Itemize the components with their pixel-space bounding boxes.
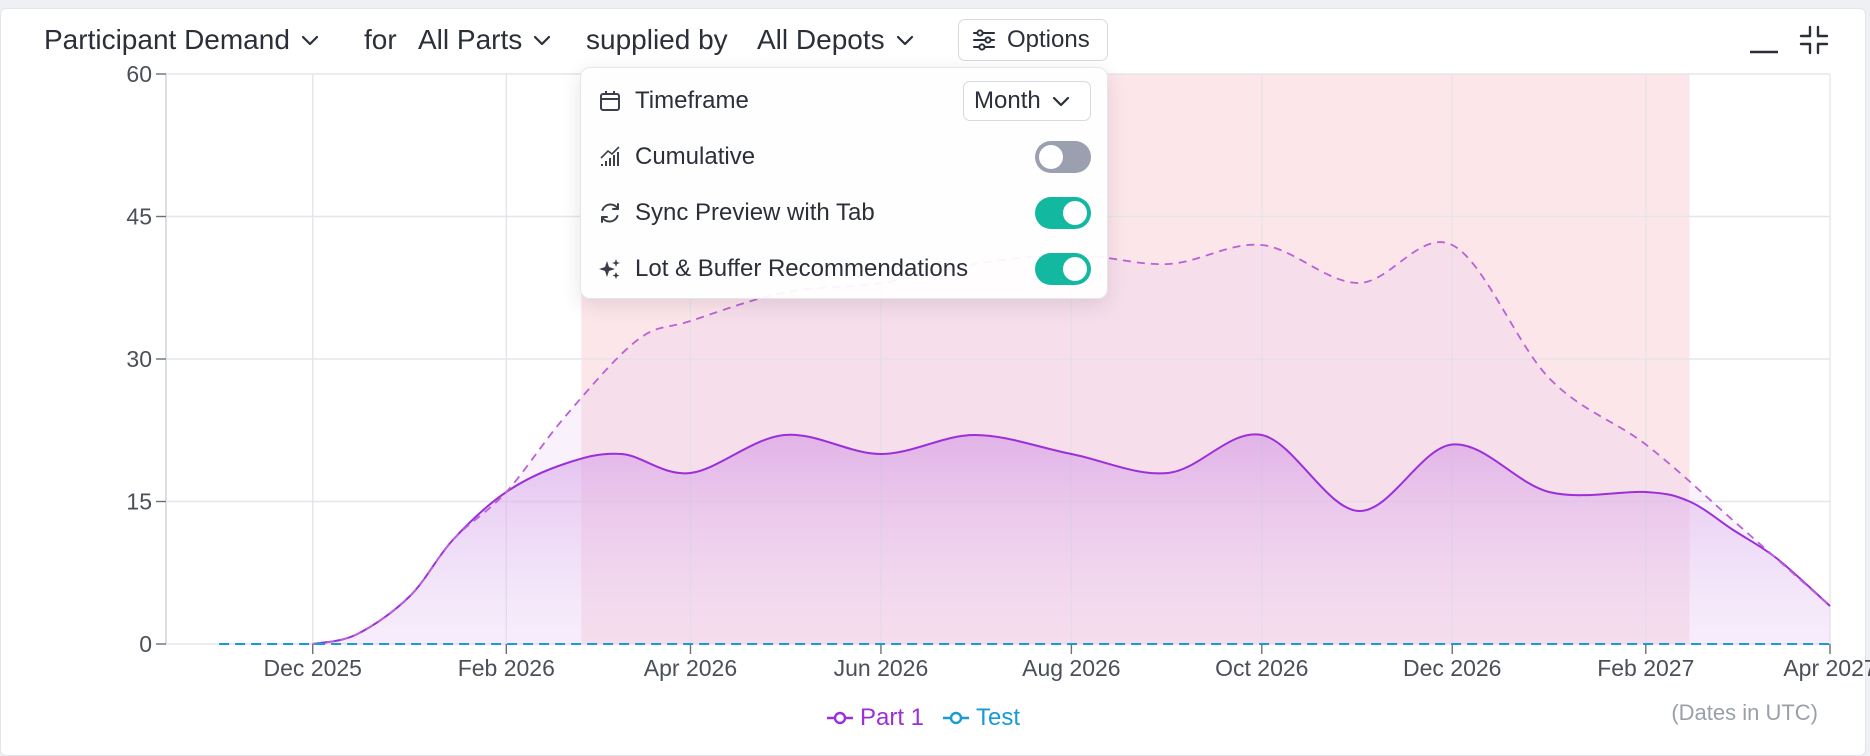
sparkles-icon <box>597 256 623 282</box>
refresh-icon <box>597 200 623 226</box>
cumulative-label: Cumulative <box>635 143 756 170</box>
recommendations-label: Lot & Buffer Recommendations <box>635 255 969 282</box>
chart-header: Participant Demand for All Parts supplie… <box>0 8 1866 72</box>
supplied-by-label: supplied by <box>586 24 728 55</box>
timeframe-select[interactable]: Month <box>963 81 1091 121</box>
legend-item-test[interactable]: Test <box>942 704 1020 732</box>
toggle-knob <box>1039 145 1063 169</box>
x-tick-label: Apr 2026 <box>644 655 737 681</box>
legend-label: Test <box>976 704 1021 731</box>
x-tick-label: Oct 2026 <box>1215 655 1308 681</box>
cumulative-toggle[interactable] <box>1035 141 1091 173</box>
y-tick-label: 60 <box>126 61 152 87</box>
recommendations-toggle[interactable] <box>1035 253 1091 285</box>
chevron-down-icon <box>1052 96 1069 107</box>
for-label: for <box>364 24 397 55</box>
x-tick-label: Feb 2027 <box>1597 655 1694 681</box>
x-tick-label: Dec 2026 <box>1403 655 1501 681</box>
parts-dropdown[interactable]: All Parts <box>418 24 552 56</box>
timezone-note: (Dates in UTC) <box>1671 700 1818 725</box>
series-line-part-1 <box>312 433 1831 645</box>
calendar-icon <box>597 88 623 114</box>
series-area-dashed <box>312 242 1831 644</box>
sync-label: Sync Preview with Tab <box>635 199 875 226</box>
collapse-icon[interactable] <box>1798 24 1830 56</box>
recommendations-row: Lot & Buffer Recommendations <box>597 246 1091 292</box>
series-line-dashed <box>312 241 1831 645</box>
depots-dropdown[interactable]: All Depots <box>757 24 915 56</box>
timeframe-row: Timeframe Month <box>597 78 1091 124</box>
options-button[interactable]: Options <box>958 19 1108 61</box>
metric-dropdown[interactable]: Participant Demand <box>44 24 320 56</box>
toggle-knob <box>1063 257 1087 281</box>
chevron-down-icon <box>301 35 319 46</box>
legend-item-part-1[interactable]: Part 1 <box>826 704 924 732</box>
cumulative-row: Cumulative <box>597 134 1091 180</box>
options-popup: Timeframe Month Cumulative Sync Preview … <box>580 67 1108 299</box>
y-tick-label: 30 <box>126 346 152 372</box>
legend-marker-icon <box>827 711 853 725</box>
x-tick-label: Jun 2026 <box>834 655 929 681</box>
chevron-down-icon <box>534 35 551 46</box>
timeframe-label: Timeframe <box>635 87 749 114</box>
x-tick-label: Feb 2026 <box>458 655 555 681</box>
sync-toggle[interactable] <box>1035 197 1091 229</box>
series-area-part-1 <box>312 434 1831 644</box>
sync-row: Sync Preview with Tab <box>597 190 1091 236</box>
y-tick-label: 45 <box>126 204 152 230</box>
sliders-icon <box>973 29 995 51</box>
x-tick-label: Aug 2026 <box>1022 655 1120 681</box>
timeframe-value: Month <box>974 87 1041 114</box>
options-label: Options <box>1007 26 1090 53</box>
minimize-icon[interactable] <box>1748 30 1780 56</box>
chevron-down-icon <box>896 35 913 46</box>
y-tick-label: 0 <box>139 631 152 657</box>
legend-marker-icon <box>943 711 970 725</box>
legend-label: Part 1 <box>860 704 925 731</box>
parts-label: All Parts <box>418 24 523 55</box>
cumulative-chart-icon <box>597 144 623 170</box>
toggle-knob <box>1063 201 1087 225</box>
y-tick-label: 15 <box>126 489 152 515</box>
x-tick-label: Apr 2027 <box>1783 655 1870 681</box>
depots-label: All Depots <box>757 24 885 55</box>
x-tick-label: Dec 2025 <box>263 655 361 681</box>
metric-label: Participant Demand <box>44 24 290 55</box>
chart-legend: Part 1 Test <box>826 704 1038 732</box>
